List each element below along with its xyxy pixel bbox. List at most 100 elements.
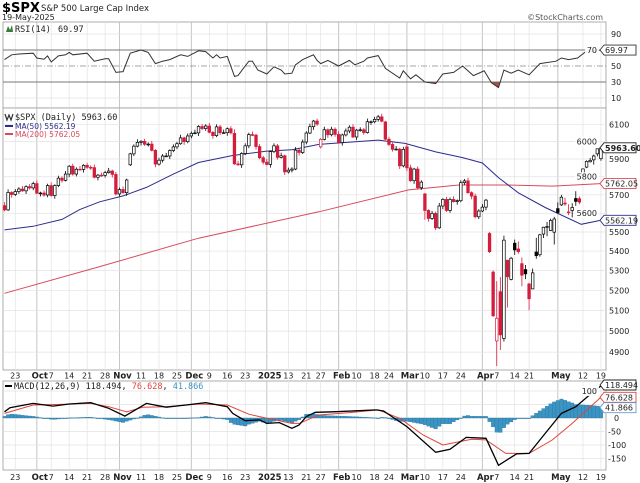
candle	[376, 114, 380, 122]
candle-body	[96, 174, 100, 178]
candle	[462, 179, 467, 185]
candle	[559, 194, 564, 206]
histogram-bar	[81, 417, 86, 419]
x-tick-label: 24	[456, 473, 466, 482]
x-tick-label: 2025	[258, 372, 282, 382]
x-tick-label: 19	[596, 372, 606, 381]
price-tick-label: 5300	[609, 267, 629, 276]
candle-body	[164, 155, 168, 158]
x-tick-label: Mar	[401, 372, 420, 382]
tick-label-backing	[575, 136, 599, 147]
histogram-bar	[31, 416, 36, 419]
candle-body	[71, 165, 75, 175]
candle-body	[189, 133, 193, 137]
value-tag-text: 41.866	[605, 404, 633, 413]
candle-body	[229, 128, 233, 134]
histogram-bar	[300, 416, 305, 419]
histogram-bar	[88, 417, 93, 419]
histogram-bar	[200, 416, 205, 419]
rsi-panel: RSI(14) 69.97	[2, 21, 607, 109]
histogram-bar	[530, 415, 535, 419]
candle	[430, 210, 434, 221]
candle-body	[243, 145, 247, 154]
histogram-bar	[404, 417, 409, 422]
candle	[38, 191, 43, 197]
histogram-bar	[218, 417, 223, 419]
candle-body	[387, 138, 391, 145]
candle-body	[60, 177, 64, 181]
candle-body	[290, 168, 294, 171]
candle	[498, 277, 502, 350]
candle-body	[459, 182, 463, 202]
histogram-bar	[509, 417, 514, 423]
candle-body	[563, 202, 567, 205]
histogram-bar	[185, 417, 190, 419]
price-tick-label: 4900	[609, 348, 629, 357]
price-tick-label: 6100	[609, 120, 629, 129]
tick-label-backing	[575, 208, 599, 219]
copyright-link[interactable]: ©StockCharts.com	[527, 13, 603, 22]
candle	[329, 126, 334, 137]
histogram-bar	[476, 416, 481, 419]
candle-body	[204, 125, 208, 129]
candle-body	[257, 146, 262, 159]
value-tag-text: 69.97	[605, 46, 628, 55]
histogram-bar	[182, 417, 187, 419]
candle	[566, 204, 571, 216]
candle	[171, 144, 176, 153]
candle-body	[168, 150, 172, 157]
histogram-bar	[164, 417, 169, 419]
candle-body	[502, 239, 506, 339]
candle-body	[509, 257, 513, 280]
macd-legend-text: MACD(12,26,9) 118.494, 76.628, 41.866	[14, 382, 203, 392]
candle	[42, 190, 46, 197]
candle-body	[275, 145, 280, 158]
candle	[333, 127, 337, 137]
tick-label-backing	[585, 45, 599, 55]
histogram-bar	[451, 417, 456, 422]
x-tick-label: 21	[301, 473, 311, 482]
histogram-bar	[537, 410, 542, 419]
candle	[416, 166, 420, 190]
candle-body	[301, 141, 305, 153]
candle	[2, 202, 7, 212]
x-tick-label: May	[551, 372, 571, 382]
candle-body	[336, 134, 341, 143]
candle-body	[78, 168, 82, 171]
candle-body	[308, 126, 312, 134]
histogram-bar	[210, 417, 215, 419]
histogram-bar	[16, 414, 21, 419]
candle-body	[232, 133, 237, 165]
candle	[387, 136, 391, 147]
candle-body	[595, 148, 599, 155]
candle-body	[283, 155, 287, 173]
histogram-bar	[92, 417, 97, 419]
candle	[150, 140, 154, 152]
candle	[297, 148, 301, 156]
histogram-bar	[548, 403, 553, 419]
histogram-bar	[279, 417, 284, 421]
candle-body	[401, 148, 405, 167]
candle-body	[570, 207, 574, 211]
price-tick-label: 5700	[609, 191, 629, 200]
histogram-bar	[149, 415, 154, 419]
chart-symbol-name: S&P 500 Large Cap Index	[41, 4, 149, 14]
value-tag-text: 76.628	[605, 393, 633, 402]
histogram-bar	[498, 417, 503, 433]
x-tick-label: 12	[578, 372, 588, 381]
candle	[344, 128, 348, 137]
price-legend: $SPX (Daily) 5963.60 MA(50) 5562.19 MA(2…	[4, 113, 117, 139]
histogram-bar	[78, 417, 82, 419]
candle-body	[35, 183, 39, 194]
candle-body	[473, 195, 477, 218]
histogram-value-tag: 41.866	[599, 402, 637, 414]
candle-body	[107, 170, 111, 173]
histogram-bar	[85, 417, 90, 419]
candle-body	[261, 157, 265, 163]
candle-body	[28, 186, 32, 189]
candle-body	[434, 213, 438, 229]
rsi-line	[4, 49, 601, 89]
histogram-bar	[124, 417, 129, 422]
histogram-bar	[527, 417, 532, 419]
candle-body	[358, 129, 362, 131]
